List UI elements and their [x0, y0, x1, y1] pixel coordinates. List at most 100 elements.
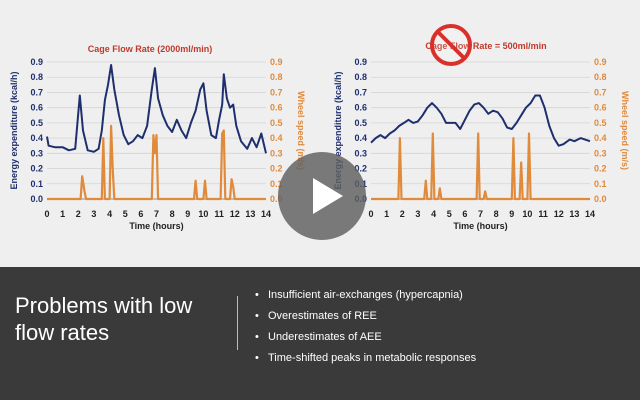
bullet-dot: •	[255, 310, 259, 322]
y-tick-label: 0.7	[354, 87, 367, 97]
y2-tick-label: 0.3	[594, 148, 607, 158]
chart-title: Cage Flow Rate = 500ml/min	[425, 41, 546, 51]
x-tick-label: 1	[60, 209, 65, 219]
x-tick-label: 9	[185, 209, 190, 219]
x-tick-label: 3	[415, 209, 420, 219]
y2-tick-label: 0.0	[270, 194, 283, 204]
bullet-item: • Overestimates of REE	[252, 306, 476, 327]
x-tick-label: 1	[384, 209, 389, 219]
slide-heading: Problems with low flow rates	[15, 293, 193, 345]
y-tick-label: 0.5	[30, 118, 43, 128]
divider	[237, 296, 238, 350]
y-tick-label: 0.2	[354, 164, 367, 174]
x-tick-label: 7	[478, 209, 483, 219]
y2-axis-label: Wheel speed (m/s)	[620, 91, 630, 170]
x-axis-label: Time (hours)	[129, 221, 183, 231]
x-tick-label: 11	[538, 209, 548, 219]
x-tick-label: 8	[170, 209, 175, 219]
y-tick-label: 0.4	[354, 133, 367, 143]
no-sign-slash	[436, 30, 466, 60]
play-icon	[313, 178, 343, 214]
y-tick-label: 0.7	[30, 87, 43, 97]
bullet-item: • Insufficient air-exchanges (hypercapnia…	[252, 285, 476, 306]
y2-tick-label: 0.9	[270, 57, 283, 67]
y-tick-label: 0.3	[354, 148, 367, 158]
x-tick-label: 12	[554, 209, 564, 219]
y-tick-label: 0.1	[30, 179, 43, 189]
bullet-item: • Underestimates of AEE	[252, 327, 476, 348]
bullet-item: • Time-shifted peaks in metabolic respons…	[252, 348, 476, 369]
energy-expenditure-line	[46, 64, 267, 154]
x-tick-label: 3	[91, 209, 96, 219]
chart-title: Cage Flow Rate (2000ml/min)	[88, 44, 213, 54]
x-tick-label: 5	[447, 209, 452, 219]
y2-tick-label: 0.7	[594, 87, 607, 97]
y-tick-label: 0.9	[30, 57, 43, 67]
y2-tick-label: 0.1	[270, 179, 283, 189]
wheel-speed-line	[371, 132, 590, 201]
bullet-list: • Insufficient air-exchanges (hypercapnia…	[252, 285, 476, 369]
y-tick-label: 0.6	[354, 103, 367, 113]
y-axis-label: Energy expenditure (kcal/h)	[333, 71, 343, 189]
y2-tick-label: 0.2	[594, 164, 607, 174]
y2-tick-label: 0.3	[270, 148, 283, 158]
x-tick-label: 13	[569, 209, 579, 219]
x-tick-label: 13	[245, 209, 255, 219]
y2-tick-label: 0.5	[594, 118, 607, 128]
y2-tick-label: 0.4	[270, 133, 283, 143]
x-tick-label: 2	[400, 209, 405, 219]
y2-tick-label: 0.0	[594, 194, 607, 204]
y-tick-label: 0.5	[354, 118, 367, 128]
y2-tick-label: 0.7	[270, 87, 283, 97]
x-tick-label: 7	[154, 209, 159, 219]
y2-tick-label: 0.5	[270, 118, 283, 128]
y-tick-label: 0.2	[30, 164, 43, 174]
x-tick-label: 0	[368, 209, 373, 219]
x-tick-label: 6	[138, 209, 143, 219]
x-tick-label: 5	[123, 209, 128, 219]
x-tick-label: 6	[462, 209, 467, 219]
bullet-text: Overestimates of REE	[268, 310, 377, 322]
charts-svg: 0.0 0.1 0.2 0.3 0.4 0.5 0.6 0.7 0.8 0.9 0.0 0.1 0.2 0…	[9, 24, 630, 231]
y2-tick-label: 0.8	[594, 72, 607, 82]
x-tick-label: 4	[431, 209, 436, 219]
y2-tick-label: 0.1	[594, 179, 607, 189]
x-tick-label: 10	[198, 209, 208, 219]
x-tick-label: 11	[214, 209, 224, 219]
y-tick-label: 0.8	[30, 72, 43, 82]
y2-tick-label: 0.8	[270, 72, 283, 82]
x-tick-label: 14	[585, 209, 595, 219]
y-tick-label: 0.8	[354, 72, 367, 82]
y-tick-label: 0.6	[30, 103, 43, 113]
y-tick-label: 0.4	[30, 133, 43, 143]
y2-axis-label: Wheel speed (m/s)	[296, 91, 306, 170]
x-tick-label: 8	[494, 209, 499, 219]
y-tick-label: 0.0	[30, 194, 43, 204]
bullet-text: Underestimates of AEE	[268, 331, 382, 343]
play-button[interactable]	[278, 152, 366, 240]
x-tick-label: 10	[522, 209, 532, 219]
x-tick-label: 14	[261, 209, 271, 219]
bullet-dot: •	[255, 352, 259, 364]
y2-tick-label: 0.9	[594, 57, 607, 67]
x-tick-label: 0	[44, 209, 49, 219]
x-tick-label: 12	[230, 209, 240, 219]
y2-tick-label: 0.4	[594, 133, 607, 143]
y-tick-label: 0.3	[30, 148, 43, 158]
y-tick-label: 0.9	[354, 57, 367, 67]
bullet-text: Time-shifted peaks in metabolic response…	[268, 352, 477, 364]
bullet-text: Insufficient air-exchanges (hypercapnia)	[268, 289, 463, 301]
y2-tick-label: 0.2	[270, 164, 283, 174]
bullet-dot: •	[255, 331, 259, 343]
y2-tick-label: 0.6	[594, 103, 607, 113]
x-tick-label: 4	[107, 209, 112, 219]
y-axis-label: Energy expenditure (kcal/h)	[9, 71, 19, 189]
energy-expenditure-line	[370, 94, 591, 147]
slide-footer	[0, 267, 640, 400]
x-axis-label: Time (hours)	[453, 221, 507, 231]
x-tick-label: 2	[76, 209, 81, 219]
y2-tick-label: 0.6	[270, 103, 283, 113]
bullet-dot: •	[255, 289, 259, 301]
x-tick-label: 9	[509, 209, 514, 219]
wheel-speed-line	[47, 124, 266, 201]
